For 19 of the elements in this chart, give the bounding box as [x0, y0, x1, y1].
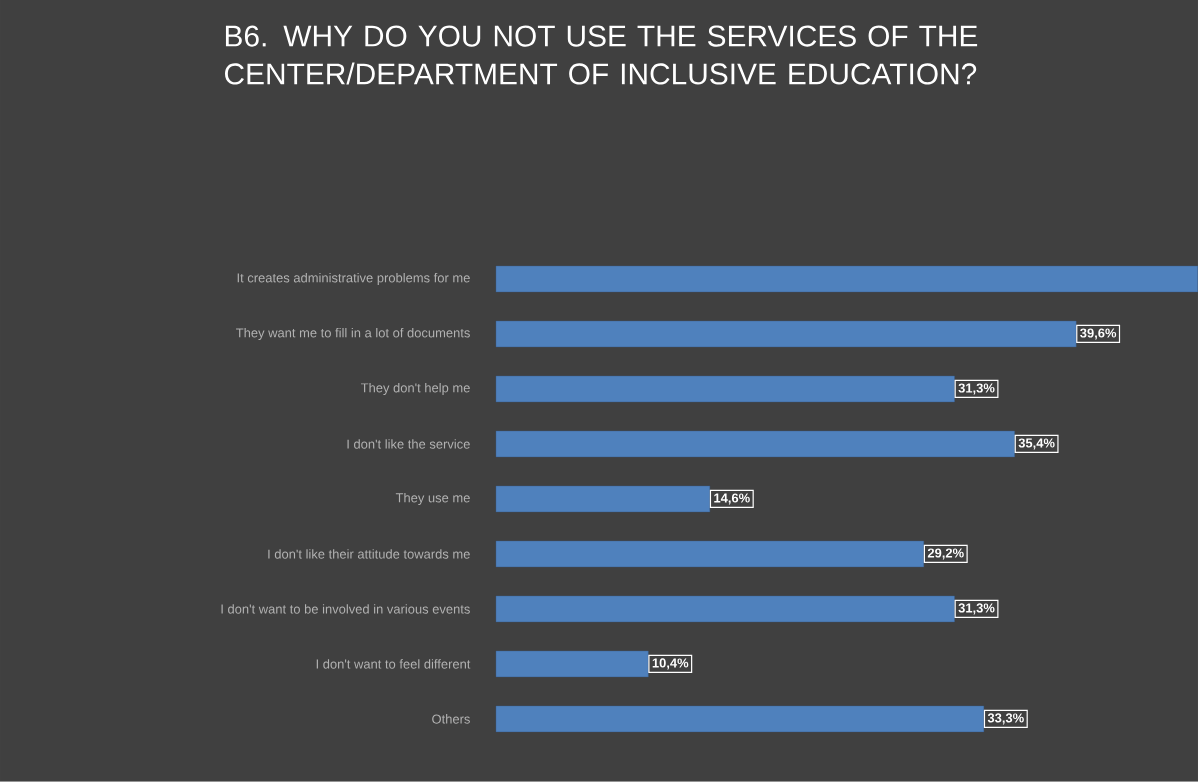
y-tick-label: Others: [432, 714, 470, 724]
data-label: 14,6%: [714, 493, 750, 505]
chart-title: B6. WHY DO YOU NOT USE THE SERVICES OF THE CENTER/DEPARTMENT OF INCLUSIVE EDUCATION?: [225, 25, 978, 85]
y-tick-label: It creates administrative problems for me: [237, 272, 470, 286]
data-label: 35,4%: [1018, 438, 1055, 450]
y-tick-label: I don't want to feel different: [316, 659, 471, 669]
bar: [495, 265, 1198, 293]
data-label: 39,6%: [1080, 328, 1117, 340]
y-tick-label: They want me to fill in a lot of documents: [236, 327, 470, 341]
y-tick-label: I don't like the service: [347, 439, 470, 449]
y-tick-label: They don't help me: [360, 382, 470, 396]
y-tick-label: I don't like their attitude towards me: [268, 549, 470, 559]
data-label: 31,3%: [958, 603, 995, 615]
data-label: 29,2%: [927, 548, 964, 560]
data-label: 10,4%: [652, 658, 689, 670]
data-label: 31,3%: [958, 383, 995, 395]
y-tick-label: I don't want to be involved in various events: [221, 604, 470, 614]
y-tick-label: They use me: [395, 492, 470, 506]
data-label: 33,3%: [987, 713, 1024, 725]
